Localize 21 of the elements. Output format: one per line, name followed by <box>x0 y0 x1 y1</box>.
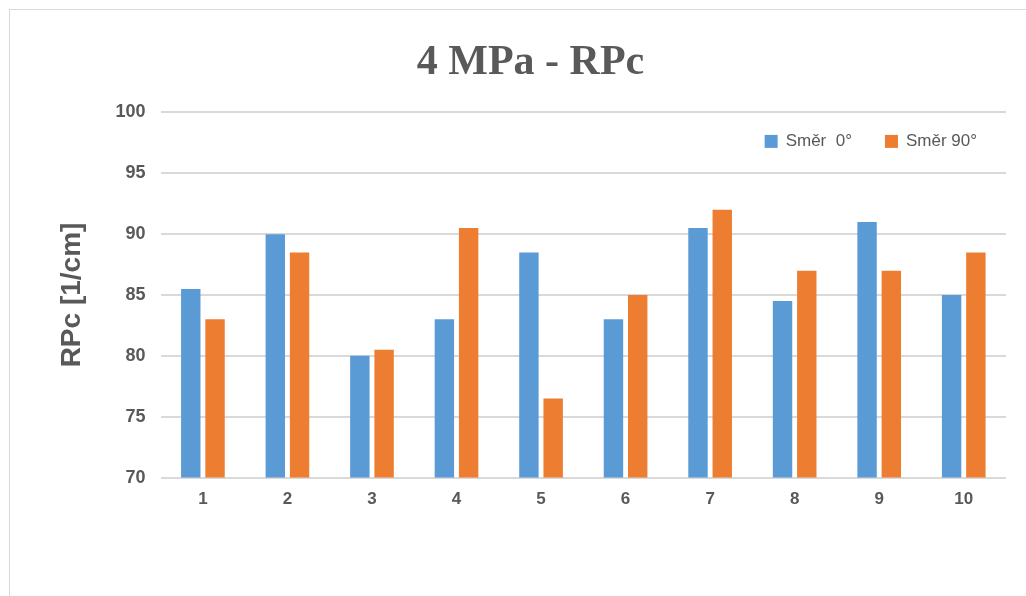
x-tick-label: 7 <box>705 489 715 509</box>
y-tick-label: 75 <box>125 405 146 426</box>
x-tick-label: 8 <box>789 489 800 509</box>
legend-label: Směr 90° <box>905 131 977 151</box>
x-tick-label: 1 <box>198 489 208 509</box>
x-tick-label: 3 <box>367 489 377 509</box>
y-axis-title: RPc [1/cm] <box>54 222 86 368</box>
x-tick-label: 10 <box>954 489 974 509</box>
x-tick-label: 5 <box>536 489 546 509</box>
chart-title: 4 MPa - RPc <box>416 37 645 84</box>
y-tick-label: 90 <box>125 223 146 244</box>
y-tick-label: 95 <box>125 162 146 183</box>
y-tick-label: 85 <box>125 283 146 304</box>
x-tick-label: 2 <box>282 489 293 509</box>
x-tick-label: 9 <box>874 489 884 509</box>
y-tick-label: 80 <box>125 344 146 365</box>
x-tick-label: 6 <box>620 489 631 509</box>
y-tick-label: 70 <box>125 466 146 487</box>
y-tick-label: 100 <box>115 101 146 122</box>
legend-label: Směr 0° <box>785 131 852 151</box>
x-tick-label: 4 <box>451 489 462 509</box>
